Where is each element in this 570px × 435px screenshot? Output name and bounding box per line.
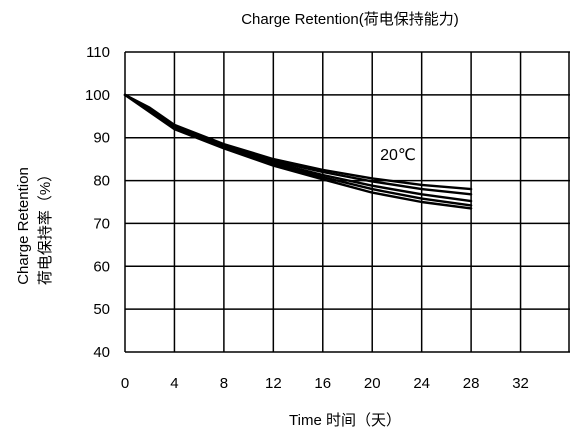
x-tick-label-8: 32 (512, 375, 529, 392)
data-lines (123, 93, 473, 210)
series-line-1 (123, 93, 473, 196)
series-line-4 (123, 93, 473, 210)
y-axis-label-cn: 荷电保持率（%） (37, 167, 54, 285)
x-tick-label-0: 0 (121, 375, 129, 392)
y-tick-label-4: 80 (93, 173, 110, 190)
y-tick-label-7: 110 (86, 44, 110, 61)
x-tick-label-7: 28 (463, 375, 480, 392)
x-tick-label-6: 24 (413, 375, 430, 392)
y-tick-labels: 40 50 60 70 80 90 100 110 (85, 44, 110, 361)
y-tick-label-6: 100 (85, 87, 110, 104)
x-tick-label-2: 8 (220, 375, 228, 392)
x-tick-label-1: 4 (170, 375, 178, 392)
x-tick-label-3: 12 (265, 375, 282, 392)
x-tick-labels: 0 4 8 12 16 20 24 28 32 (121, 375, 529, 392)
chart-title: Charge Retention(荷电保持能力) (241, 11, 459, 28)
series-line-0 (123, 93, 473, 191)
x-axis-label: Time 时间（天） (289, 412, 401, 429)
x-tick-label-4: 16 (314, 375, 331, 392)
y-tick-label-1: 50 (93, 301, 110, 318)
y-tick-label-5: 90 (93, 130, 110, 147)
y-tick-label-3: 70 (93, 215, 110, 232)
y-tick-label-2: 60 (93, 258, 110, 275)
temperature-annotation: 20℃ (380, 147, 416, 164)
y-axis-label: Charge Retention (15, 167, 32, 285)
y-tick-label-0: 40 (93, 344, 110, 361)
grid (124, 51, 570, 353)
x-tick-label-5: 20 (364, 375, 381, 392)
